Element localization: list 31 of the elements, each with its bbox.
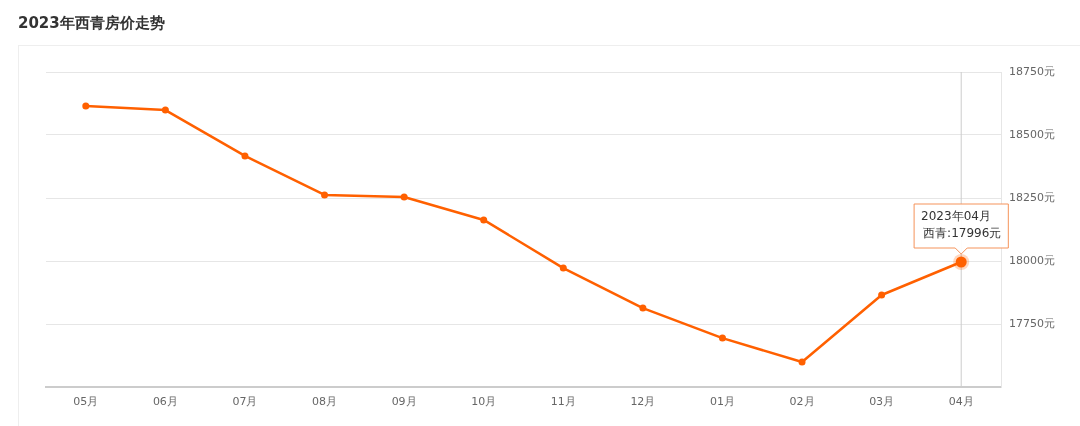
- point: [400, 193, 408, 201]
- annotation: 西青:17996元: [923, 226, 1002, 241]
- point: [798, 358, 806, 366]
- point: [161, 106, 169, 114]
- x-tick-label: 03月: [869, 395, 895, 409]
- x-tick-label: 04月: [948, 395, 974, 409]
- x-tick-label: 06月: [152, 395, 178, 409]
- x-tick-label: 08月: [312, 395, 338, 409]
- point: [639, 304, 647, 312]
- y-tick-label: 18750元: [1009, 64, 1055, 78]
- y-tick-label: 18250元: [1009, 190, 1055, 204]
- x-tick-label: 07月: [232, 395, 258, 409]
- x-tick-label: 02月: [789, 395, 815, 409]
- x-tick-label: 09月: [391, 395, 417, 409]
- annotation: 2023年04月: [921, 209, 991, 224]
- point: [878, 291, 886, 299]
- point: [321, 191, 329, 199]
- point: [82, 102, 90, 110]
- x-tick-label: 01月: [709, 395, 735, 409]
- x-tick-label: 12月: [630, 395, 656, 409]
- point: [241, 152, 249, 160]
- point: [718, 334, 726, 342]
- y-tick-label: 18000元: [1009, 253, 1055, 267]
- point: [559, 264, 567, 272]
- y-tick-label: 18500元: [1009, 127, 1055, 141]
- x-tick-label: 10月: [471, 395, 497, 409]
- point: [480, 216, 488, 224]
- x-tick-label: 11月: [550, 395, 576, 409]
- y-tick-label: 17750元: [1009, 316, 1055, 330]
- chart-title: 2023年西青房价走势: [18, 14, 165, 33]
- x-tick-label: 05月: [73, 395, 99, 409]
